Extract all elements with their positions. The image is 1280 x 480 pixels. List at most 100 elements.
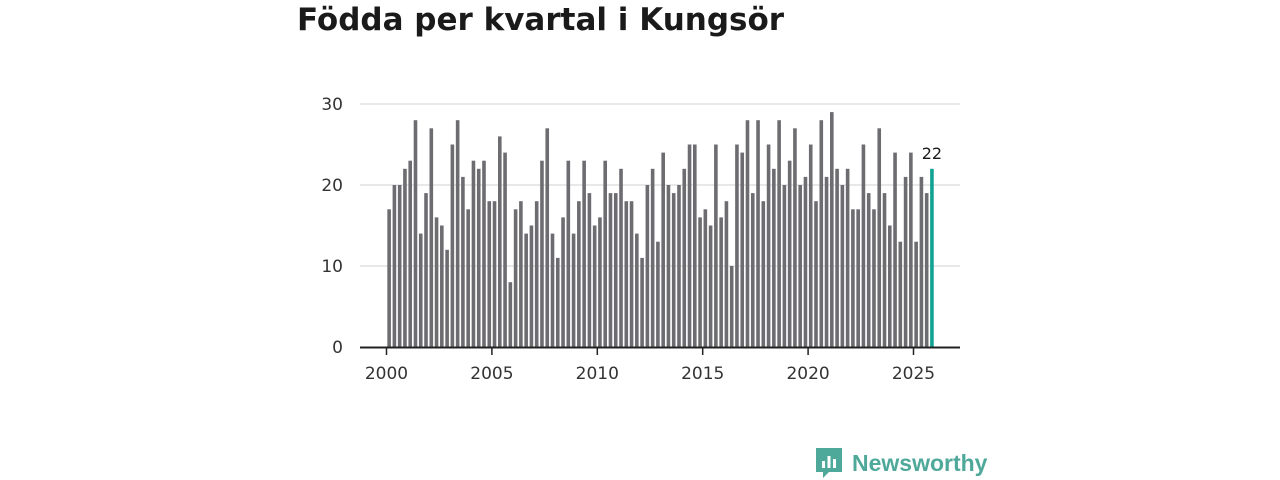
bar [793,128,797,347]
bar [866,193,871,347]
bar [909,152,913,347]
bar [698,217,702,347]
bar [571,233,576,347]
bar [661,152,665,347]
bar [529,225,534,347]
bar [898,241,903,347]
bar [893,152,897,347]
bar [550,233,555,347]
y-axis-ticks: 0 10 20 30 [321,95,343,358]
bar [534,201,539,347]
bar [392,185,397,347]
bar [724,201,729,347]
bar [872,209,876,347]
bar [777,120,781,347]
gridlines [360,103,960,267]
bar [814,201,818,347]
bar [766,144,771,347]
bar [466,209,470,347]
bar [577,201,581,347]
bar [750,193,755,347]
bar [408,160,413,347]
bar [429,128,434,347]
bar [803,176,808,347]
bar [387,209,391,347]
bar [719,217,723,347]
bar [903,176,908,347]
bar [782,185,787,347]
bar [656,241,660,347]
x-tick-label: 2005 [470,364,513,384]
brand-name: Newsworthy [852,449,988,476]
bar [434,217,439,347]
bar [418,233,423,347]
bar [555,257,560,347]
x-tick-label: 2015 [681,364,724,384]
bar [450,144,455,347]
bar [845,168,850,347]
bar [461,176,465,347]
bar [487,201,492,347]
bar [503,152,507,347]
bar [919,176,924,347]
bar [397,185,402,347]
bar [693,144,697,347]
bar [545,128,550,347]
bar [492,201,497,347]
bar [635,233,639,347]
bar [471,160,476,347]
bar [519,201,523,347]
bar [476,168,481,347]
bar [513,209,518,347]
bar [756,120,760,347]
bar [445,249,449,347]
bar [582,160,586,347]
bar [424,193,428,347]
bar [440,225,444,347]
bar [835,168,839,347]
y-tick-label: 0 [332,338,343,358]
bar [619,168,623,347]
bar [613,193,618,347]
x-tick-label: 2000 [365,364,408,384]
bar [824,176,829,347]
bar [735,144,739,347]
bars [387,112,934,347]
bar [687,144,692,347]
bar [598,217,602,347]
bar [787,160,792,347]
bar [887,225,892,347]
bar [830,112,834,347]
brand: Newsworthy [814,446,987,480]
bar [640,257,644,347]
x-tick-label: 2020 [786,364,829,384]
bar [413,120,418,347]
bar [856,209,860,347]
y-tick-label: 10 [321,257,343,277]
bar [650,168,655,347]
bar [882,193,887,347]
bar [851,209,855,347]
bar [498,136,502,347]
chart-title: Födda per kvartal i Kungsör [297,2,785,38]
bar [808,144,813,347]
bar [629,201,634,347]
bar [561,217,565,347]
bar [745,120,750,347]
bar [592,225,597,347]
bar [924,193,929,347]
bar [645,185,650,347]
bar [877,128,882,347]
bar [608,193,613,347]
bar [703,209,708,347]
bar [482,160,486,347]
newsworthy-logo-icon [816,448,842,478]
bar [840,185,845,347]
bar [914,241,918,347]
x-axis-ticks: 2000 2005 2010 2015 2020 2025 [365,347,935,384]
bar [729,266,734,347]
bar [682,168,687,347]
x-tick-label: 2025 [892,364,935,384]
bar [540,160,544,347]
bar [708,225,713,347]
